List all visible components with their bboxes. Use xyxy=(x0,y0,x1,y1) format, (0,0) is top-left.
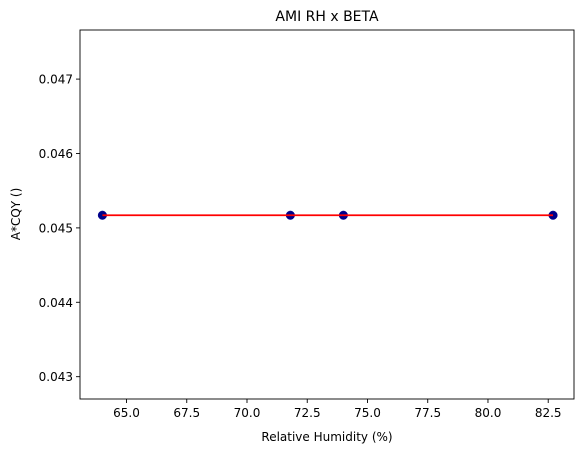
x-tick-label: 80.0 xyxy=(475,406,502,420)
y-tick-label: 0.047 xyxy=(39,73,73,87)
x-tick-label: 65.0 xyxy=(113,406,140,420)
x-axis-label: Relative Humidity (%) xyxy=(261,430,392,444)
chart-title: AMI RH x BETA xyxy=(275,9,379,25)
x-tick-label: 75.0 xyxy=(354,406,381,420)
x-tick-label: 77.5 xyxy=(414,406,441,420)
x-tick-label: 72.5 xyxy=(294,406,321,420)
y-axis-label: A*CQY () xyxy=(9,188,23,241)
y-tick-label: 0.044 xyxy=(39,296,73,310)
plot-frame xyxy=(79,29,575,400)
y-axis: 0.043 0.044 0.045 0.046 0.047 xyxy=(39,73,80,384)
x-tick-label: 67.5 xyxy=(173,406,200,420)
y-tick-label: 0.043 xyxy=(39,370,73,384)
x-axis: 65.0 67.5 70.0 72.5 75.0 77.5 80.0 82.5 xyxy=(113,399,562,420)
data-marks xyxy=(97,210,558,220)
y-tick-label: 0.045 xyxy=(39,221,73,235)
x-tick-label: 70.0 xyxy=(234,406,261,420)
y-tick-label: 0.046 xyxy=(39,147,73,161)
x-tick-label: 82.5 xyxy=(535,406,562,420)
